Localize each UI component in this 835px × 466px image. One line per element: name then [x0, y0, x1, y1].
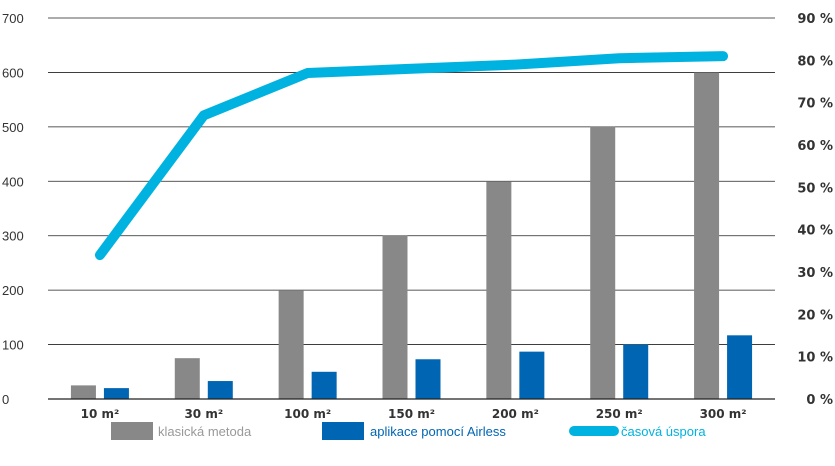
y-tick-label-left: 500	[2, 120, 24, 135]
line-point	[513, 62, 518, 67]
line-point	[97, 253, 102, 258]
savings-line	[94, 51, 729, 261]
legend-label: aplikace pomocí Airless	[370, 424, 506, 439]
bar	[694, 72, 720, 399]
y-tick-label-right: 30 %	[797, 266, 833, 281]
x-tick-label: 10 m²	[81, 407, 120, 421]
x-axis: 10 m² 30 m² 100 m² 150 m² 200 m² 250 m² 300 m²	[48, 398, 775, 421]
y-tick-label-right: 60 %	[797, 139, 833, 154]
x-tick-label: 200 m²	[492, 407, 539, 421]
line-point	[617, 56, 622, 61]
legend-label: časová úspora	[621, 424, 706, 439]
y-tick-label-right: 0 %	[806, 393, 833, 408]
bar	[174, 358, 200, 399]
y-tick-label-right: 10 %	[797, 351, 833, 366]
legend: klasická metoda aplikace pomocí Airless ča…	[111, 422, 706, 440]
y-tick-label-left: 100	[2, 338, 24, 353]
y-tick-label-right: 90 %	[797, 12, 833, 27]
line-point	[409, 66, 414, 71]
y-tick-label-left: 700	[2, 11, 24, 26]
legend-swatch	[322, 422, 364, 440]
x-tick-label: 250 m²	[596, 407, 643, 421]
y-tick-label-right: 40 %	[797, 224, 833, 239]
bar	[311, 371, 337, 399]
line-point	[721, 54, 726, 59]
bar	[590, 126, 616, 399]
bar	[207, 381, 233, 399]
y-tick-label-left: 600	[2, 65, 24, 80]
y-tick-label-left: 0	[2, 392, 9, 407]
y-tick-label-left: 200	[2, 283, 24, 298]
x-tick-label: 300 m²	[700, 407, 747, 421]
line-point	[201, 113, 206, 118]
bar	[519, 351, 545, 399]
legend-label: klasická metoda	[158, 424, 252, 439]
legend-swatch	[111, 422, 153, 440]
bar	[623, 344, 649, 399]
bar	[415, 359, 441, 399]
bar	[382, 235, 408, 399]
bar	[278, 290, 304, 399]
x-tick-label: 150 m²	[388, 407, 435, 421]
left-y-axis: 0 100 200 300 400 500 600 700	[2, 11, 24, 407]
bar	[486, 181, 512, 399]
y-tick-label-left: 400	[2, 174, 24, 189]
x-tick-label: 100 m²	[284, 407, 331, 421]
bar	[70, 385, 96, 399]
x-tick-label: 30 m²	[184, 407, 223, 421]
y-tick-label-right: 20 %	[797, 308, 833, 323]
savings-line-series	[94, 51, 729, 261]
y-tick-label-right: 70 %	[797, 97, 833, 112]
bar	[727, 335, 753, 399]
right-y-axis: 0 % 10 % 20 % 30 % 40 % 50 % 60 % 70 % 80 % 90 %	[797, 12, 833, 408]
y-tick-label-left: 300	[2, 229, 24, 244]
y-tick-label-right: 50 %	[797, 181, 833, 196]
line-point	[305, 71, 310, 76]
bar	[103, 388, 129, 399]
bars	[70, 72, 753, 399]
y-tick-label-right: 80 %	[797, 54, 833, 69]
